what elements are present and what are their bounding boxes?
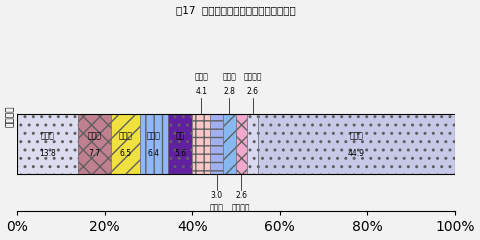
Text: 44.9: 44.9 xyxy=(348,149,365,158)
Text: 市川市: 市川市 xyxy=(147,131,161,140)
Bar xyxy=(111,114,140,174)
Text: 千葉市: 千葉市 xyxy=(41,131,54,140)
Bar xyxy=(258,114,455,174)
Text: 銚子市: 銚子市 xyxy=(223,72,236,81)
Bar xyxy=(78,114,111,174)
Text: 6.5: 6.5 xyxy=(120,149,132,158)
Text: 成田市: 成田市 xyxy=(210,203,224,212)
Text: 八千代市: 八千代市 xyxy=(232,203,251,212)
Text: 船橋市: 船橋市 xyxy=(87,131,101,140)
Bar xyxy=(247,114,258,174)
Text: 3.0: 3.0 xyxy=(211,191,223,200)
Text: 13.8: 13.8 xyxy=(39,149,56,158)
Bar xyxy=(140,114,168,174)
Bar xyxy=(17,114,78,174)
Text: 2.8: 2.8 xyxy=(224,87,235,96)
Bar xyxy=(192,114,210,174)
Title: 図17  小売業事業所数の市町村別構成比: 図17 小売業事業所数の市町村別構成比 xyxy=(176,6,296,16)
Text: 6.4: 6.4 xyxy=(148,149,160,158)
Text: 2.6: 2.6 xyxy=(247,87,259,96)
Text: 7.7: 7.7 xyxy=(88,149,101,158)
Bar xyxy=(210,114,223,174)
Text: 2.6: 2.6 xyxy=(235,191,247,200)
Text: 市原市: 市原市 xyxy=(194,72,208,81)
Bar xyxy=(223,114,236,174)
Text: 4.1: 4.1 xyxy=(195,87,207,96)
Text: 柏市: 柏市 xyxy=(175,131,185,140)
Text: 5.6: 5.6 xyxy=(174,149,186,158)
Y-axis label: 事業所数: 事業所数 xyxy=(6,106,14,127)
Bar xyxy=(236,114,247,174)
Text: 木更津市: 木更津市 xyxy=(243,72,262,81)
Text: 松戸市: 松戸市 xyxy=(119,131,132,140)
Bar xyxy=(168,114,192,174)
Text: その他: その他 xyxy=(349,131,363,140)
